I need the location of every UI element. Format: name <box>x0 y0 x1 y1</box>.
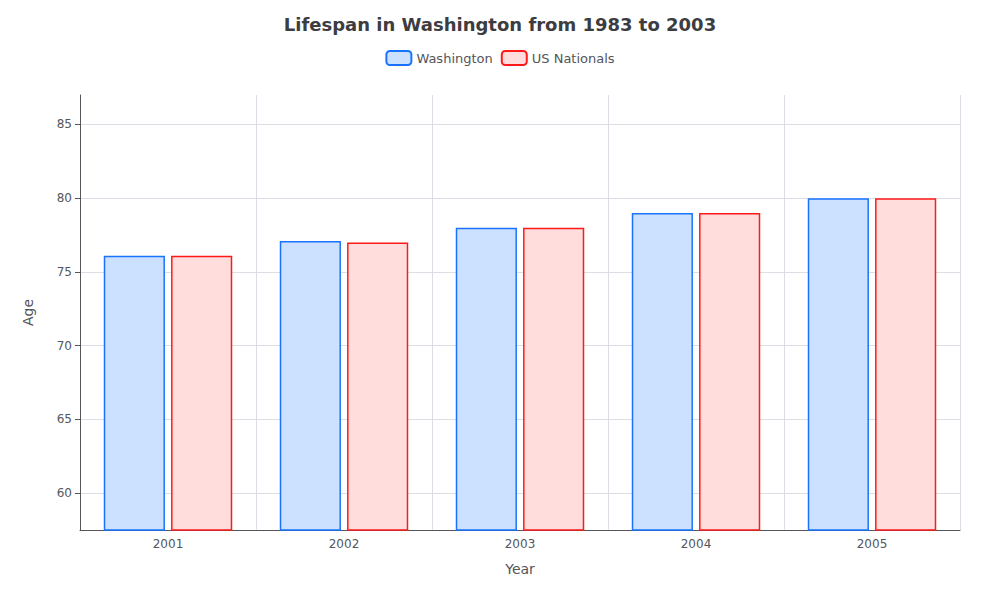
svg-text:Lifespan in Washington from 19: Lifespan in Washington from 1983 to 2003 <box>284 14 716 35</box>
svg-text:Age: Age <box>20 299 36 326</box>
svg-text:Washington: Washington <box>416 51 492 66</box>
svg-text:2002: 2002 <box>329 537 360 551</box>
svg-text:65: 65 <box>57 412 72 426</box>
svg-text:2003: 2003 <box>505 537 536 551</box>
svg-text:US Nationals: US Nationals <box>532 51 615 66</box>
svg-text:80: 80 <box>57 191 72 205</box>
svg-text:85: 85 <box>57 117 72 131</box>
svg-text:2001: 2001 <box>153 537 184 551</box>
svg-text:60: 60 <box>57 486 72 500</box>
svg-text:70: 70 <box>57 339 72 353</box>
svg-text:75: 75 <box>57 265 72 279</box>
svg-text:2004: 2004 <box>681 537 712 551</box>
svg-text:Year: Year <box>504 561 535 577</box>
svg-text:2005: 2005 <box>857 537 888 551</box>
